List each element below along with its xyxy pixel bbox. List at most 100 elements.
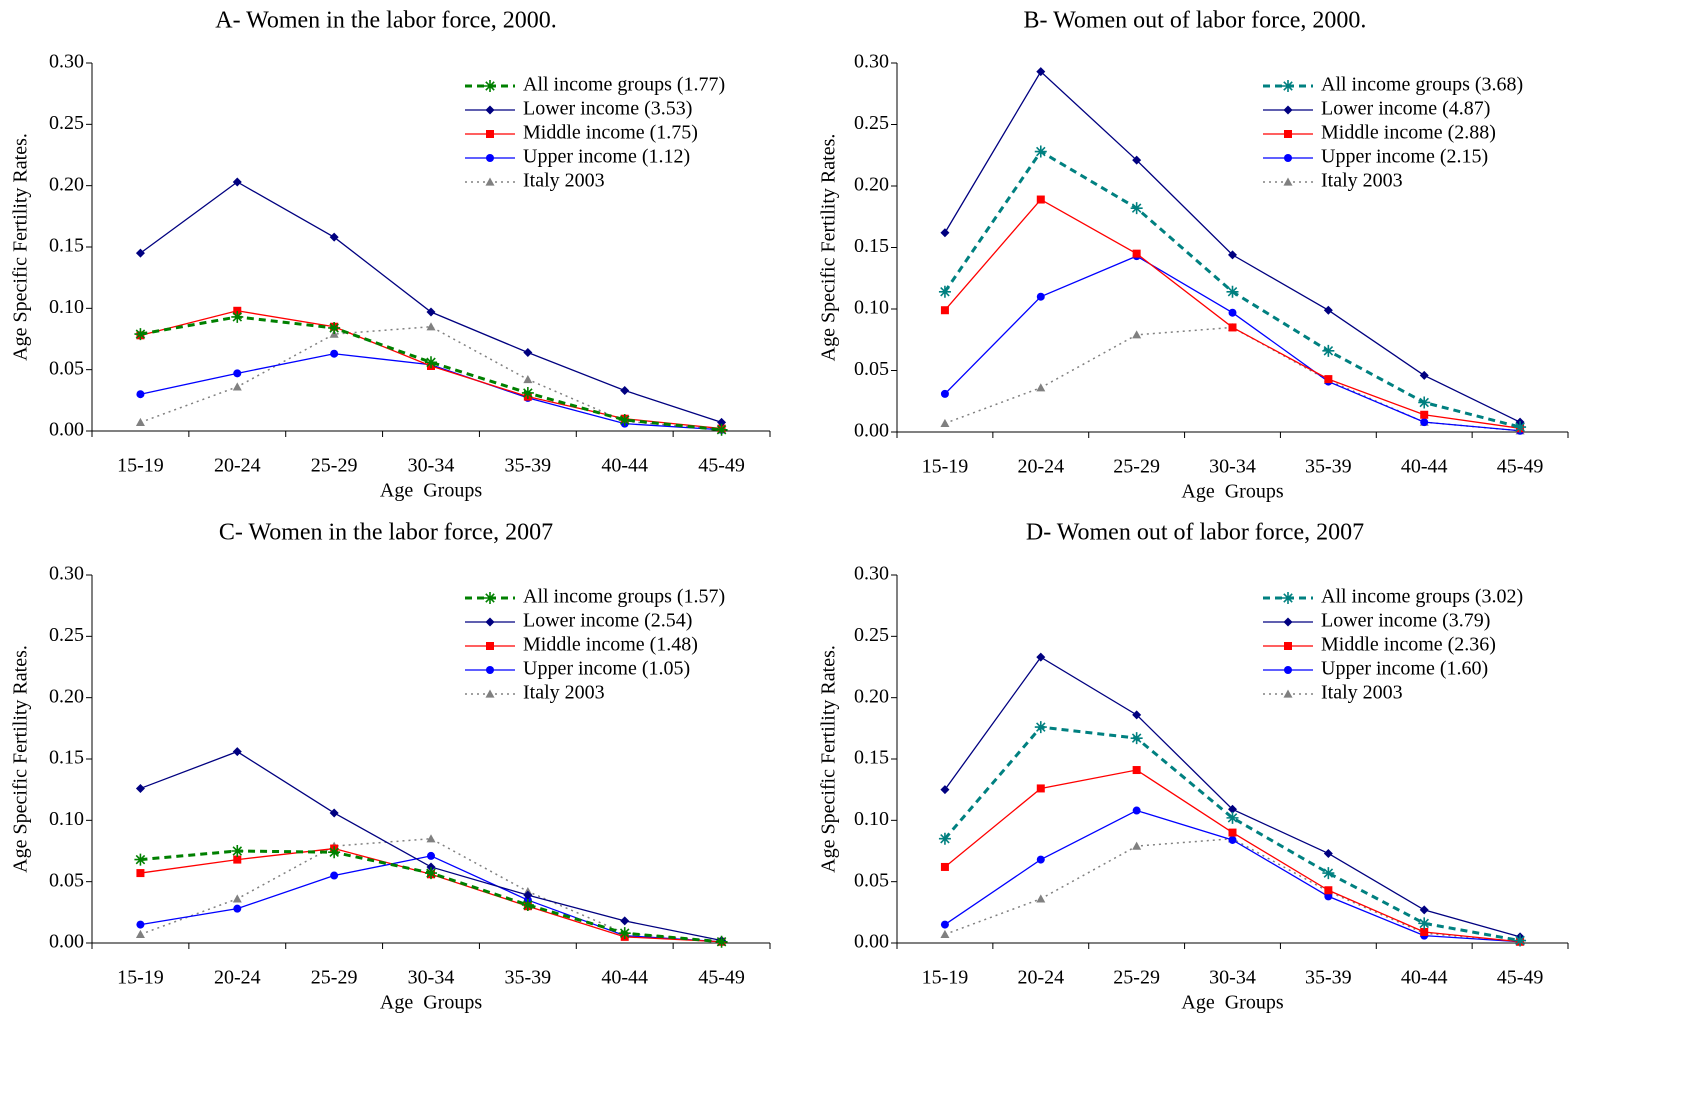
marker [1226,811,1239,824]
marker [523,374,533,384]
marker [1322,867,1335,880]
marker [715,423,728,436]
x-axis-label: Age Groups [1181,992,1283,1014]
x-tick-label: 20-24 [1017,456,1064,478]
legend-label: Middle income (1.75) [523,122,698,144]
x-tick-label: 25-29 [311,455,358,477]
legend-label: Upper income (1.60) [1321,658,1488,680]
y-tick-label: 0.05 [49,357,84,379]
legend-label: Lower income (3.53) [523,98,692,120]
marker [523,347,533,357]
marker [233,369,242,378]
y-tick-label: 0.10 [49,296,84,318]
y-tick-label: 0.05 [854,358,889,380]
marker [1420,418,1429,427]
y-tick-label: 0.20 [854,174,889,196]
x-axis-label: Age Groups [380,992,482,1014]
marker [1420,410,1429,419]
y-tick-label: 0.00 [854,420,889,442]
marker [1132,155,1142,165]
chart-title: D- Women out of labor force, 2007 [1026,520,1364,546]
y-tick-label: 0.15 [854,747,889,769]
marker [940,920,949,929]
marker [231,310,244,323]
marker [135,417,145,427]
x-tick-label: 15-19 [922,967,969,989]
marker [1130,202,1143,215]
marker [426,322,436,331]
marker [1132,249,1141,258]
marker [1228,804,1237,814]
y-tick-label: 0.05 [854,869,889,891]
legend-marker [485,177,495,186]
legend-marker [486,154,494,162]
marker [1322,344,1335,357]
y-tick-label: 0.10 [49,808,84,830]
legend-label: Upper income (1.05) [523,658,690,680]
marker [1132,806,1141,815]
marker [330,349,339,358]
marker [136,869,145,878]
y-tick-label: 0.10 [854,297,889,319]
marker [1419,905,1429,915]
y-axis-label: Age Specific Fertility Rates. [10,133,32,361]
legend-marker [484,592,496,604]
marker [1226,285,1239,298]
series-line [140,315,722,432]
x-tick-label: 15-19 [922,456,969,478]
marker [1420,927,1429,936]
legend-label: Lower income (2.54) [523,610,692,632]
y-tick-label: 0.30 [49,563,84,585]
marker [329,232,339,242]
marker [1132,330,1142,339]
marker [1228,308,1237,317]
marker [1036,292,1045,301]
legend-marker [1284,642,1292,650]
x-tick-label: 45-49 [698,967,745,989]
marker [134,328,147,341]
marker [1324,375,1333,384]
marker [1132,710,1142,720]
y-tick-label: 0.00 [854,931,889,953]
marker [715,935,728,948]
marker [1036,855,1045,864]
marker [426,834,436,843]
legend-marker [1282,592,1294,604]
legend-marker [1284,154,1292,162]
legend-label: Upper income (2.15) [1321,146,1488,168]
x-tick-label: 15-19 [117,967,164,989]
x-tick-label: 15-19 [117,455,164,477]
legend-label: Italy 2003 [523,170,605,192]
marker [134,853,147,866]
x-tick-label: 20-24 [214,455,261,477]
marker [425,867,437,880]
legend-label: Middle income (2.88) [1321,122,1496,144]
x-tick-label: 45-49 [1497,967,1544,989]
y-tick-label: 0.25 [49,624,84,646]
legend-marker [1284,666,1292,674]
chart-title: B- Women out of labor force, 2000. [1024,8,1367,34]
series-line [140,181,722,424]
marker [135,783,145,793]
legend-marker [1283,105,1293,115]
marker [1514,934,1527,947]
marker [232,747,242,757]
marker [328,321,341,334]
legend-marker [1283,689,1293,698]
marker [1036,195,1045,204]
marker [1228,835,1237,844]
marker [136,390,145,399]
series-line [140,750,722,942]
marker [329,808,339,818]
marker [717,417,727,427]
legend-marker [1283,617,1293,627]
x-tick-label: 40-44 [601,967,648,989]
marker [135,248,145,258]
marker [233,306,242,315]
marker [1036,894,1046,903]
legend-marker [1282,80,1294,92]
legend-label: Middle income (2.36) [1321,634,1496,656]
marker [1130,732,1143,745]
